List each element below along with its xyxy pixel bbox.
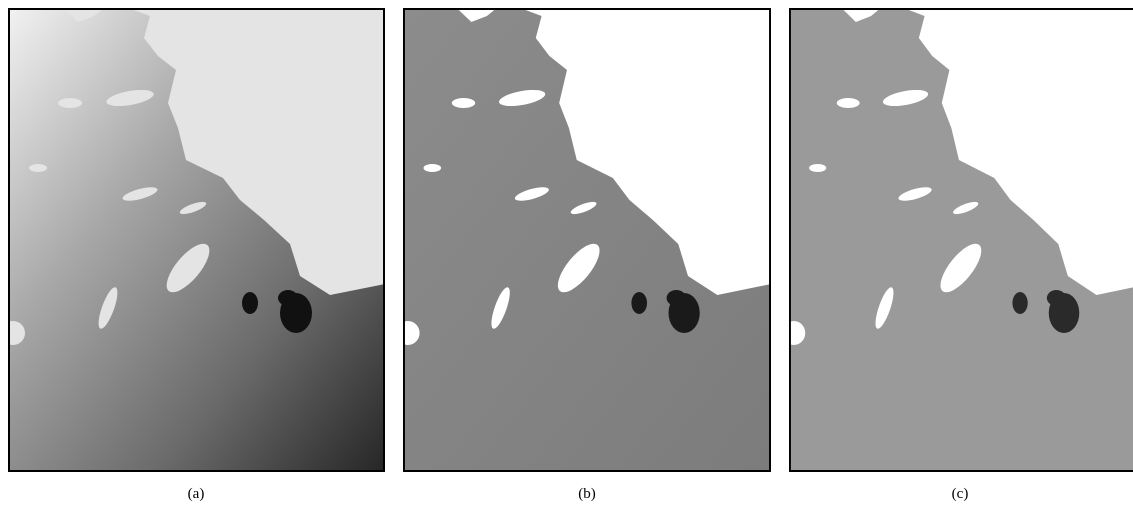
image-panel-a <box>8 8 385 472</box>
caption: (c) <box>952 486 969 502</box>
image-panel-b <box>403 8 771 472</box>
image-panel-c <box>789 8 1133 472</box>
caption: (b) <box>578 486 596 502</box>
caption: (a) <box>188 486 205 502</box>
